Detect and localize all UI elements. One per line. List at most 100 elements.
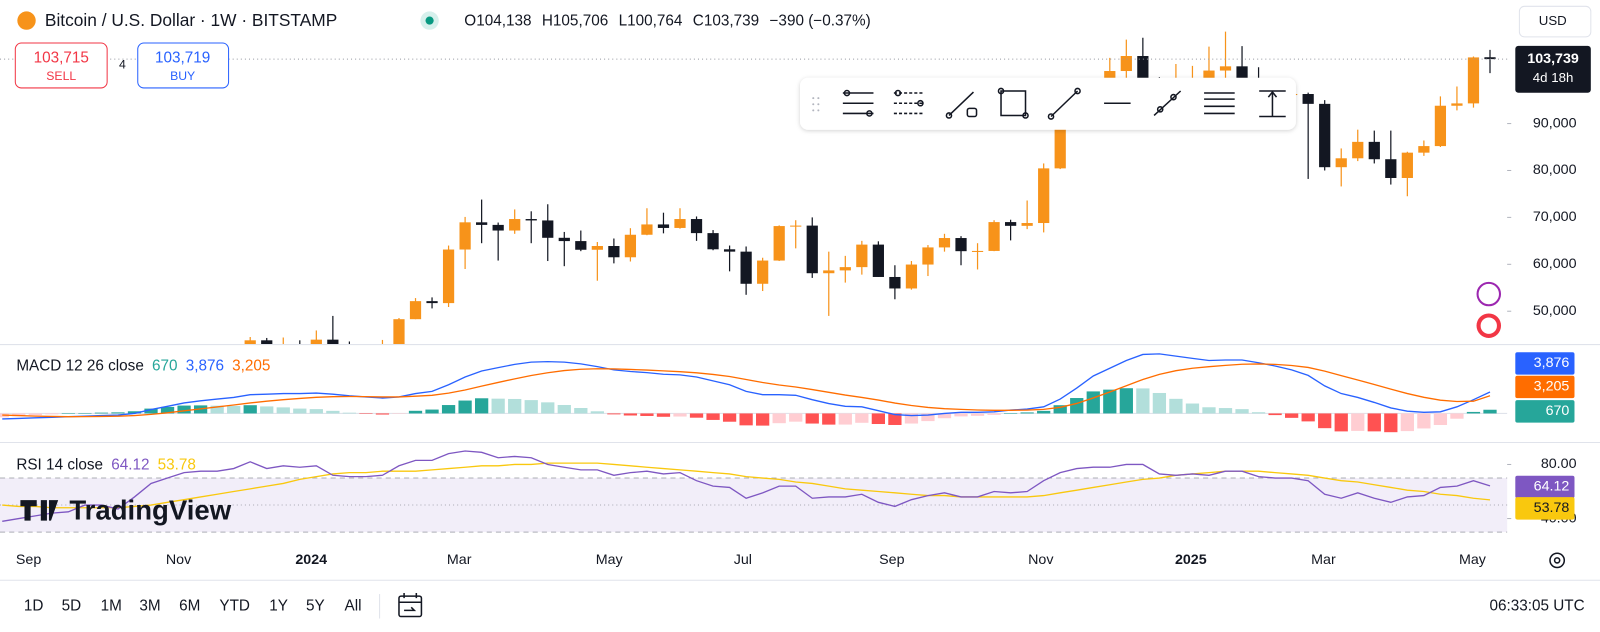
range-button[interactable]: 6M: [179, 597, 200, 614]
range-buttons: 1D 5D 1M 3M 6M YTD 1Y 5Y All: [24, 597, 362, 614]
macd-histogram-bar: [1169, 398, 1183, 414]
range-button[interactable]: All: [345, 597, 362, 614]
range-button[interactable]: 1Y: [269, 597, 288, 614]
currency-button[interactable]: [1518, 5, 1592, 38]
candle-body: [509, 219, 521, 231]
macd-histogram-bar: [541, 402, 555, 414]
macd-histogram-bar: [987, 413, 1001, 415]
macd-histogram-bar: [1103, 389, 1117, 414]
macd-badge-label: 3,205: [1534, 379, 1570, 395]
last-price-badge: [1515, 45, 1591, 93]
macd-histogram-bar: [127, 411, 142, 414]
macd-histogram-bar: [1119, 388, 1133, 414]
symbol-title[interactable]: Bitcoin / U.S. Dollar · 1W · BITSTAMP: [45, 10, 337, 30]
sell-box[interactable]: [14, 42, 108, 89]
candle-body: [773, 226, 785, 261]
settings-icon[interactable]: [1549, 552, 1566, 569]
time-axis-label: Jul: [734, 552, 752, 568]
candle-body: [558, 237, 570, 242]
rsi-badge: [1515, 475, 1575, 499]
candle-body: [426, 301, 438, 304]
macd-histogram-bar: [160, 406, 175, 414]
spread: 4: [119, 58, 126, 72]
macd-histogram-bar: [1251, 412, 1266, 414]
macd-histogram-bar: [1086, 391, 1100, 414]
candle-body: [922, 247, 934, 265]
range-button[interactable]: 5Y: [306, 597, 325, 614]
buy-button[interactable]: 103,719 BUY: [137, 42, 230, 89]
macd-value: 3,876: [186, 358, 224, 375]
candle-body: [1467, 57, 1480, 104]
candle-body: [409, 301, 422, 320]
candle-body: [1302, 94, 1314, 104]
macd-histogram-bar: [243, 405, 257, 414]
rsi-badge-label: 53.78: [1534, 500, 1570, 516]
currency[interactable]: USD: [1539, 13, 1567, 28]
range-button[interactable]: 1M: [101, 597, 122, 614]
bar-countdown: 4d 18h: [1533, 70, 1574, 85]
macd-histogram-bar: [590, 411, 604, 414]
macd-histogram-bar: [1185, 403, 1200, 414]
macd-histogram-bar: [706, 413, 720, 420]
macd-histogram-bar: [276, 407, 290, 414]
macd-histogram-bar: [326, 410, 340, 414]
time-axis-label: Sep: [879, 552, 904, 568]
ohlc-key: O: [464, 13, 476, 30]
macd-histogram-bar: [260, 406, 274, 414]
date-range-icon[interactable]: [398, 593, 423, 618]
time-axis-label: 2024: [295, 552, 327, 568]
candle-body: [46, 421, 57, 424]
panes: 50,000 60,000 70,000 80,000 90,000 103,739 4d …: [0, 31, 1600, 568]
candle-body: [1418, 146, 1430, 153]
toolbar-icons[interactable]: [812, 87, 1286, 120]
sell-label[interactable]: SELL: [46, 69, 76, 83]
market-status-dot: [425, 16, 434, 25]
drawing-toolbar: [800, 77, 1296, 130]
macd-histogram-bar: [640, 413, 654, 416]
sell-button[interactable]: 103,715 SELL: [14, 42, 108, 89]
assistant-icon[interactable]: [1476, 281, 1502, 307]
price-pane: [0, 31, 1496, 424]
macd-histogram-bar: [656, 413, 671, 417]
rsi-title: RSI 14 close: [16, 457, 103, 474]
range-button[interactable]: YTD: [219, 597, 250, 614]
macd-histogram-bar: [1466, 411, 1481, 414]
macd-histogram-bar: [574, 408, 588, 414]
range-button[interactable]: 3M: [139, 597, 160, 614]
time-axis-label: Mar: [1311, 552, 1336, 568]
rsi-rsi-line: [2, 450, 1491, 522]
macd-histogram-bar: [954, 413, 968, 417]
macd-histogram-bar: [408, 410, 423, 414]
macd-histogram-bar: [1235, 409, 1249, 414]
macd-histogram-bar: [45, 413, 59, 415]
macd-histogram-bar: [425, 409, 439, 414]
buy-box[interactable]: [137, 42, 230, 89]
range-button[interactable]: 1D: [24, 597, 44, 614]
sell-price[interactable]: 103,715: [34, 49, 89, 66]
buy-price[interactable]: 103,719: [155, 49, 210, 66]
candle-body: [459, 222, 471, 250]
macd-histogram-bar: [1417, 413, 1431, 429]
buy-label[interactable]: BUY: [170, 69, 195, 83]
candle-body: [1005, 222, 1017, 226]
candle-body: [0, 423, 8, 424]
macd-histogram-bar: [1003, 413, 1018, 414]
macd-histogram-bar: [177, 405, 191, 414]
macd-histogram-bar: [607, 413, 621, 415]
candle-body: [310, 339, 322, 345]
macd-histogram-bar: [1037, 410, 1051, 414]
clock[interactable]: 06:33:05 UTC: [1489, 597, 1584, 614]
macd-histogram-bar: [689, 413, 704, 418]
candle-body: [1021, 223, 1033, 226]
ohlc-key: H: [542, 13, 553, 30]
candle-body: [790, 225, 802, 227]
rsi-tick-label: 80.00: [1541, 456, 1577, 472]
price-tick-label: 70,000: [1533, 209, 1577, 225]
range-button[interactable]: 5D: [62, 597, 82, 614]
candle-body: [377, 346, 388, 348]
macd-histogram-bar: [921, 413, 935, 422]
candle-body: [1434, 105, 1447, 147]
candle-body: [723, 249, 736, 252]
candle-body: [1054, 124, 1066, 169]
macd-histogram-bar: [491, 398, 505, 414]
